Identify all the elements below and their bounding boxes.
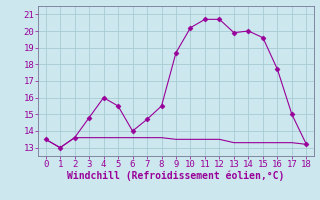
X-axis label: Windchill (Refroidissement éolien,°C): Windchill (Refroidissement éolien,°C): [67, 171, 285, 181]
